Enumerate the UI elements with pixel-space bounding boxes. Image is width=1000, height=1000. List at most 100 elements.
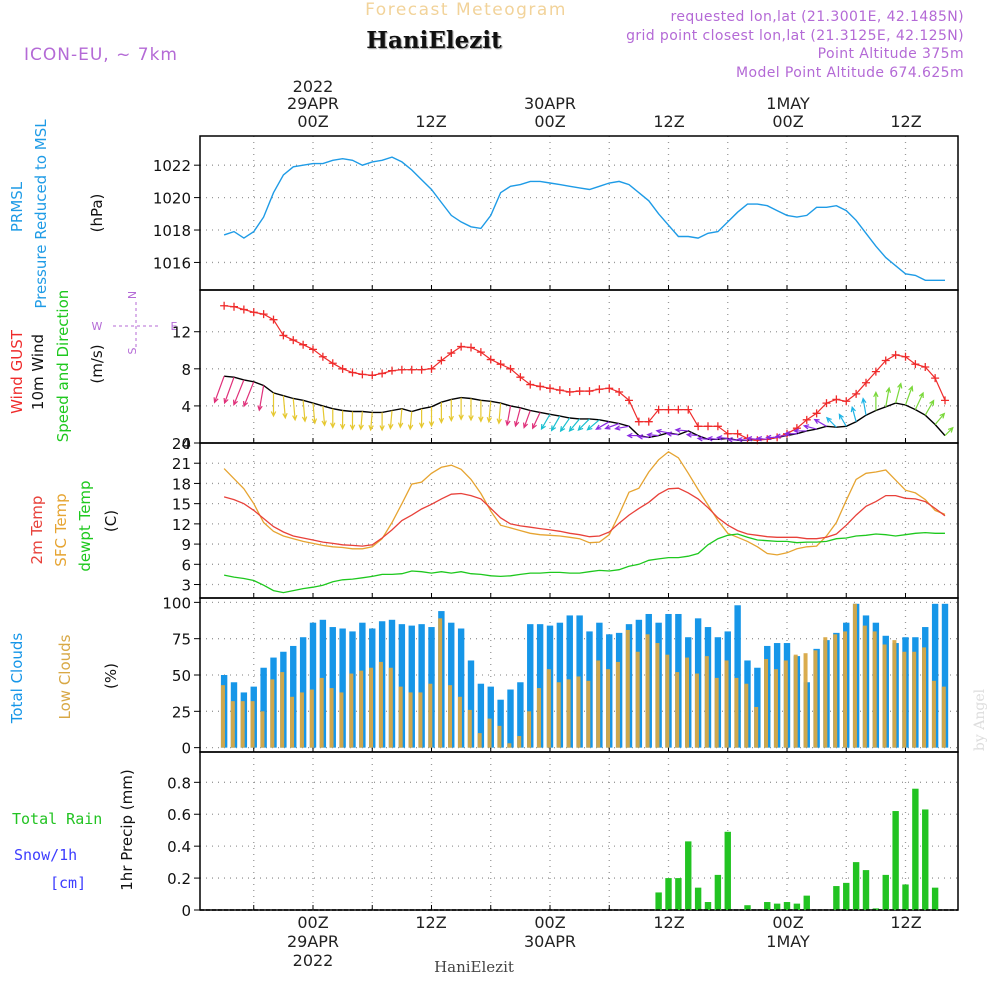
low-cloud-bar <box>566 679 571 748</box>
low-cloud-bar <box>635 651 640 748</box>
wind-arrow <box>292 398 298 422</box>
total-cloud-bar <box>527 624 534 748</box>
wind-arrow <box>397 408 404 429</box>
low-cloud-bar <box>813 650 818 748</box>
low-cloud-bar <box>250 701 255 748</box>
y-tick-label: 50 <box>172 667 191 685</box>
low-cloud-bar <box>299 692 304 748</box>
top-date-30apr: 30APR <box>524 94 576 113</box>
gust-marker <box>585 387 594 396</box>
gust-marker <box>595 385 604 394</box>
wind-speed-line <box>224 375 946 441</box>
low-cloud-bar <box>270 679 275 748</box>
bottom-hour-4: 00Z <box>772 913 803 932</box>
bottom-hour-0: 00Z <box>297 913 328 932</box>
low-cloud-bar <box>359 670 364 748</box>
wind-arrow <box>418 408 425 429</box>
top-hour-3: 12Z <box>653 112 684 131</box>
panel-frame <box>199 442 959 599</box>
top-date-29apr: 29APR <box>287 94 339 113</box>
wind-arrow <box>349 411 356 431</box>
low-cloud-bar <box>655 643 660 748</box>
rain-bar <box>744 905 751 910</box>
gust-marker <box>299 340 308 349</box>
bottom-date-1may: 1MAY <box>766 932 810 951</box>
wind-arrow <box>716 435 728 441</box>
model-altitude: Model Point Altitude 674.625m <box>736 65 964 81</box>
rain-bar <box>724 831 731 910</box>
wind-arrow <box>368 412 374 432</box>
rain-bar <box>685 841 692 910</box>
gust-marker <box>239 305 248 314</box>
y-tick-label: 4 <box>181 398 191 416</box>
total-cloud-bar <box>418 624 425 748</box>
low-cloud-bar <box>517 736 522 748</box>
low-cloud-bar <box>507 743 512 748</box>
gust-marker <box>615 388 624 396</box>
low-cloud-bar <box>477 733 482 748</box>
y-tick-label: 21 <box>172 455 191 473</box>
y-tick-label: 12 <box>172 516 191 534</box>
wind-arrow <box>904 385 914 406</box>
gust-marker <box>546 384 554 393</box>
low-cloud-bar <box>843 631 848 748</box>
gust-marker <box>417 365 426 374</box>
gust-marker <box>348 368 357 377</box>
total-cloud-bar <box>329 627 336 748</box>
wind-arrow <box>674 427 689 433</box>
bottom-hour-2: 00Z <box>534 913 565 932</box>
y-tick-label: 0.6 <box>167 806 191 824</box>
low-cloud-bar <box>783 660 788 748</box>
bottom-date-30apr: 30APR <box>524 932 576 951</box>
gust-marker <box>694 422 703 431</box>
gust-marker <box>378 369 387 378</box>
low-cloud-bar <box>764 659 769 748</box>
gust-marker <box>279 331 288 340</box>
low-cloud-bar <box>220 685 225 748</box>
low-cloud-bar <box>230 701 235 748</box>
gust-marker <box>634 417 643 426</box>
low-cloud-bar <box>724 660 729 748</box>
low-cloud-bar <box>309 689 314 748</box>
low-cloud-bar <box>714 677 719 748</box>
low-cloud-bar <box>398 686 403 748</box>
wind-arrow <box>458 397 464 421</box>
low-cloud-bar <box>625 629 630 748</box>
model-label: ICON-EU, ~ 7km <box>24 45 178 65</box>
gust-marker <box>733 429 742 438</box>
rain-bar <box>843 882 850 910</box>
rain-bar <box>793 903 801 910</box>
low-cloud-bar <box>457 696 462 748</box>
total-cloud-title: Total Clouds <box>8 633 26 725</box>
low-cloud-bar <box>833 634 838 748</box>
gust-marker <box>437 356 446 365</box>
wind-arrow <box>428 406 435 428</box>
gust-marker <box>220 301 229 310</box>
y-tick-label: 15 <box>172 496 191 514</box>
wind-arrow <box>358 411 364 431</box>
compass-w: W <box>92 320 103 333</box>
gust-marker <box>891 350 900 359</box>
wind-title: 10m Wind <box>29 334 47 410</box>
gust-marker <box>289 336 298 345</box>
low-cloud-bar <box>734 677 739 748</box>
rain-bar <box>912 788 919 910</box>
pressure-line <box>223 156 945 281</box>
compass-s: S <box>126 347 139 354</box>
y-tick-label: 18 <box>172 475 191 493</box>
rain-bar <box>665 878 672 910</box>
wind-arrow <box>339 410 346 430</box>
rain-bar <box>833 886 840 910</box>
y-tick-label: 25 <box>172 703 191 721</box>
gust-marker <box>407 365 416 374</box>
wind-arrow <box>685 432 699 438</box>
low-cloud-bar <box>586 680 591 748</box>
wind-arrow <box>774 433 788 439</box>
footer-location: HaniElezit <box>434 958 514 976</box>
y-tick-label: 1016 <box>153 254 191 272</box>
low-cloud-bar <box>665 654 670 748</box>
low-cloud-bar <box>369 667 374 748</box>
wind-arrow <box>696 436 709 442</box>
wind-arrow <box>783 431 797 437</box>
